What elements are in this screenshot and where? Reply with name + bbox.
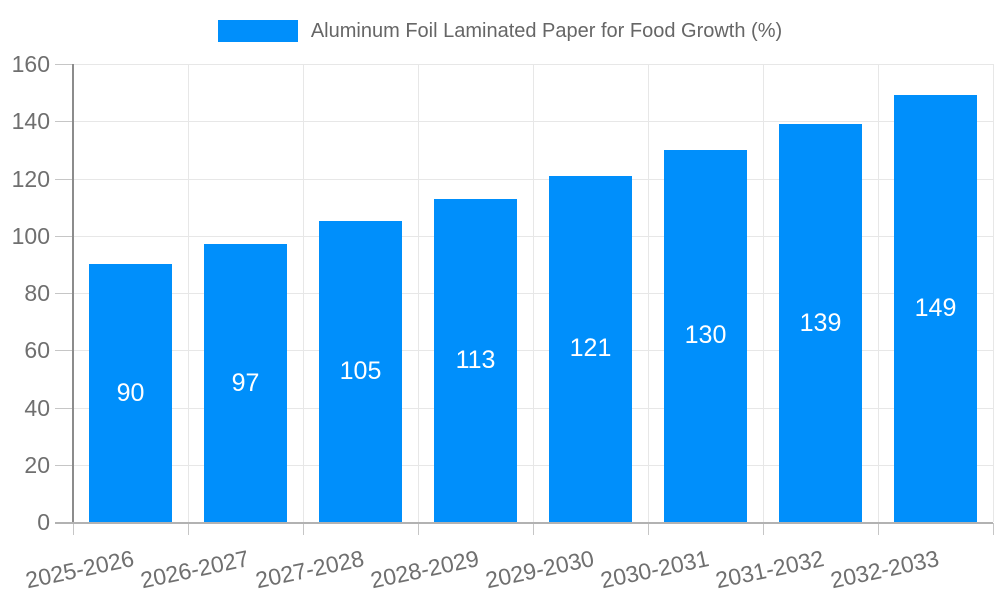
x-axis-tick <box>188 523 189 535</box>
bar-value-label: 90 <box>116 378 145 407</box>
x-gridline <box>418 64 419 522</box>
y-axis-label: 60 <box>24 337 50 364</box>
x-axis-tick <box>878 523 879 535</box>
x-axis-label: 2027-2028 <box>252 545 366 594</box>
y-axis-label: 20 <box>24 451 50 478</box>
legend-swatch-icon <box>217 20 298 42</box>
x-axis-tick <box>303 523 304 535</box>
x-axis-tick <box>648 523 649 535</box>
y-axis-tick <box>55 464 73 466</box>
y-axis-line <box>72 64 74 523</box>
x-axis-tick <box>993 523 994 535</box>
bar[interactable]: 90 <box>89 264 172 522</box>
y-axis-tick <box>55 178 73 180</box>
bar-value-label: 113 <box>455 345 496 374</box>
bar-value-label: 121 <box>569 334 612 363</box>
bar[interactable]: 97 <box>204 244 287 522</box>
x-gridline <box>993 64 994 522</box>
y-axis-label: 160 <box>11 51 50 77</box>
y-axis-label: 0 <box>37 509 50 535</box>
bar[interactable]: 139 <box>779 124 862 522</box>
bar[interactable]: 105 <box>319 221 402 522</box>
y-axis-label: 40 <box>24 394 50 421</box>
x-axis-tick <box>73 523 74 535</box>
x-axis-tick <box>763 523 764 535</box>
x-axis-tick <box>418 523 419 535</box>
bar[interactable]: 149 <box>894 95 977 522</box>
y-axis-label: 80 <box>24 280 50 306</box>
x-gridline <box>878 64 879 522</box>
bar-value-label: 149 <box>914 294 957 323</box>
legend-label: Aluminum Foil Laminated Paper for Food G… <box>310 20 783 42</box>
y-axis-tick <box>55 64 73 65</box>
x-axis-tick <box>533 523 534 535</box>
y-axis-label: 120 <box>11 165 50 192</box>
bar[interactable]: 121 <box>549 175 632 522</box>
x-axis-line <box>55 522 993 524</box>
x-gridline <box>303 64 304 522</box>
x-axis-label: 2029-2030 <box>482 545 596 594</box>
bar-value-label: 139 <box>799 308 842 337</box>
y-axis-label: 100 <box>11 222 50 249</box>
x-axis-label: 2031-2032 <box>712 545 826 594</box>
x-axis-label: 2028-2029 <box>367 545 481 594</box>
legend-item[interactable]: Aluminum Foil Laminated Paper for Food G… <box>0 20 1000 42</box>
y-axis-tick <box>55 350 73 352</box>
x-gridline <box>763 64 764 522</box>
y-axis-tick <box>55 235 73 237</box>
bar-value-label: 105 <box>339 357 382 386</box>
bar-value-label: 130 <box>684 321 727 350</box>
x-gridline <box>188 64 189 522</box>
bar[interactable]: 113 <box>434 198 517 522</box>
x-axis-label: 2032-2033 <box>827 545 941 594</box>
x-gridline <box>533 64 534 522</box>
x-axis-label: 2025-2026 <box>22 545 136 594</box>
y-axis-label: 140 <box>11 108 50 135</box>
x-gridline <box>648 64 649 522</box>
x-axis-label: 2026-2027 <box>137 545 251 594</box>
y-axis-tick <box>55 407 73 409</box>
bar[interactable]: 130 <box>664 149 747 522</box>
bar-value-label: 97 <box>231 368 260 397</box>
x-axis-label: 2030-2031 <box>597 545 711 594</box>
y-axis-tick <box>55 121 73 123</box>
y-axis-tick <box>55 293 73 294</box>
